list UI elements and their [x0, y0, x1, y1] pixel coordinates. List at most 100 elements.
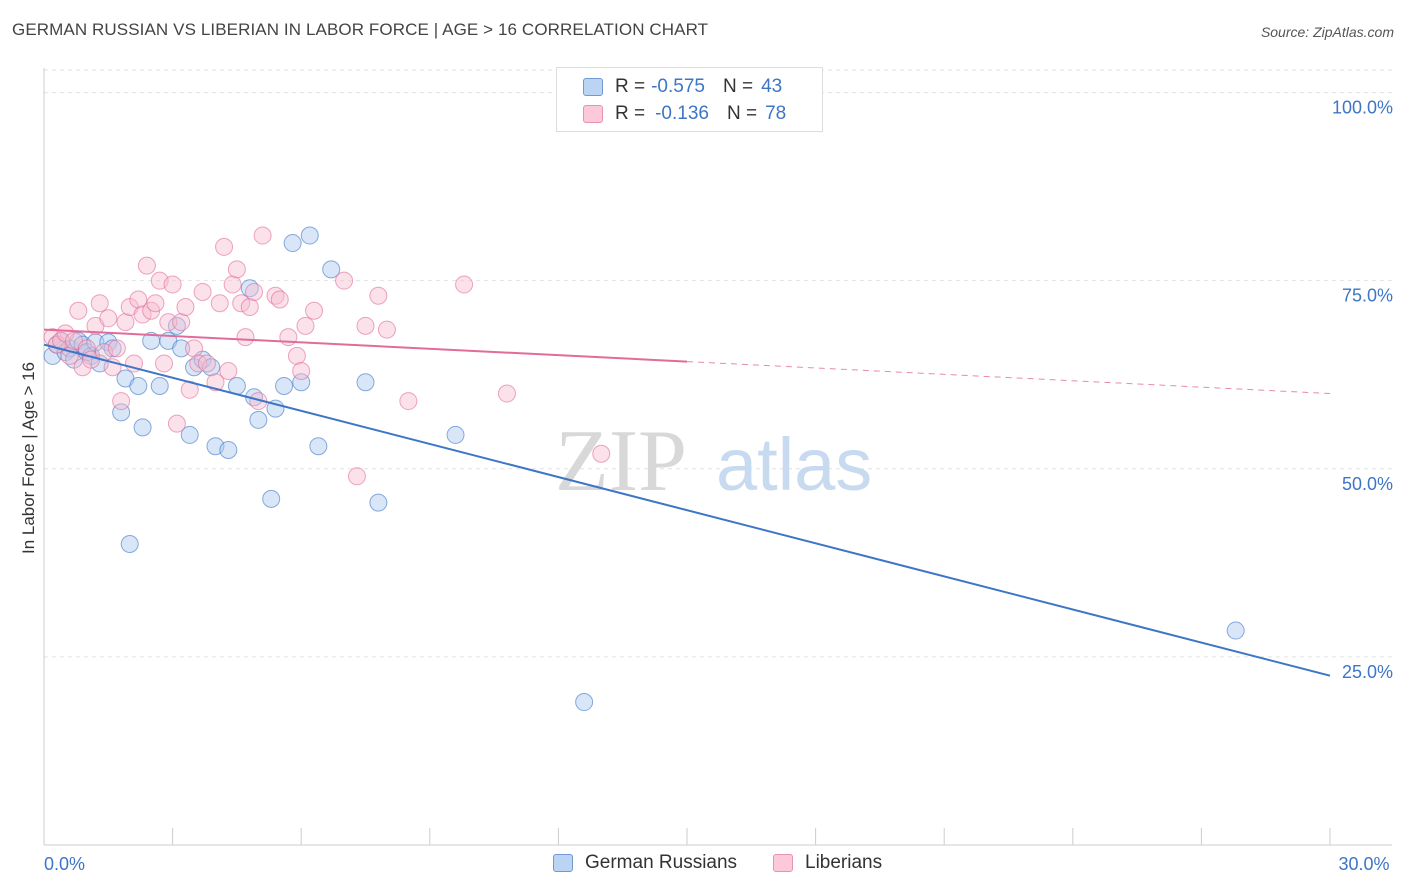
- point-liberian: [296, 316, 315, 335]
- point-liberian: [215, 237, 234, 256]
- point-liberian: [197, 354, 216, 373]
- point-liberian: [116, 313, 135, 332]
- point-liberian: [129, 290, 148, 309]
- point-german-russian: [172, 339, 191, 358]
- point-liberian: [69, 301, 88, 320]
- point-liberian: [356, 316, 375, 335]
- legend-n-label: N =: [726, 103, 758, 124]
- point-german-russian: [133, 418, 152, 437]
- y-axis-label: In Labor Force | Age > 16: [19, 362, 38, 554]
- trend-line-liberian: [43, 328, 688, 363]
- point-liberian: [172, 313, 191, 332]
- series-label-german: German Russians: [585, 852, 738, 873]
- point-liberian: [219, 361, 238, 380]
- point-liberian: [206, 373, 225, 392]
- point-liberian: [223, 275, 242, 294]
- point-german-russian: [1226, 621, 1245, 640]
- point-liberian: [236, 328, 255, 347]
- point-liberian: [287, 346, 306, 365]
- point-german-russian: [103, 339, 122, 358]
- point-liberian: [232, 294, 251, 313]
- correlation-legend: R = -0.575 N = 43 R = -0.136 N = 78: [556, 67, 823, 132]
- point-german-russian: [309, 437, 328, 456]
- point-german-russian: [150, 377, 169, 396]
- point-liberian: [305, 301, 324, 320]
- points-layer: [43, 226, 1245, 712]
- trend-line-german-russian: [43, 343, 1331, 677]
- legend-row-german: R = -0.575 N = 43: [583, 75, 782, 99]
- point-german-russian: [249, 410, 268, 429]
- watermark-zip: ZIP: [555, 413, 687, 510]
- legend-r-label: R =: [615, 103, 646, 124]
- legend-r-liberian: -0.136: [655, 103, 709, 124]
- point-german-russian: [283, 234, 302, 253]
- point-german-russian: [322, 260, 341, 279]
- legend-n-liberian: 78: [765, 103, 787, 124]
- point-liberian: [107, 339, 126, 358]
- point-german-russian: [219, 440, 238, 459]
- series-legend-german: German Russians: [553, 852, 737, 874]
- chart-title: GERMAN RUSSIAN VS LIBERIAN IN LABOR FORC…: [12, 20, 709, 39]
- series-swatch-german: [553, 854, 573, 872]
- point-liberian: [210, 294, 229, 313]
- point-liberian: [377, 320, 396, 339]
- legend-n-label: N =: [722, 76, 754, 97]
- point-liberian: [369, 286, 388, 305]
- y-tick-label: 75.0%: [1342, 286, 1393, 306]
- point-liberian: [245, 282, 264, 301]
- legend-row-liberian: R = -0.136 N = 78: [583, 102, 786, 126]
- point-liberian: [497, 384, 516, 403]
- point-liberian: [77, 339, 96, 358]
- axes-layer: [43, 68, 1392, 846]
- legend-swatch-liberian: [583, 105, 603, 123]
- point-liberian: [159, 313, 178, 332]
- point-liberian: [253, 226, 272, 245]
- point-liberian: [112, 392, 131, 411]
- y-tick-label: 50.0%: [1342, 474, 1393, 494]
- x-tick-label: 30.0%: [1338, 854, 1389, 874]
- y-tick-label: 25.0%: [1342, 662, 1393, 682]
- point-liberian: [227, 260, 246, 279]
- point-german-russian: [369, 493, 388, 512]
- point-german-russian: [300, 226, 319, 245]
- legend-n-german: 43: [761, 76, 783, 97]
- point-liberian: [592, 444, 611, 463]
- point-liberian: [347, 467, 366, 486]
- point-german-russian: [446, 425, 465, 444]
- point-liberian: [146, 294, 165, 313]
- series-legend-liberian: Liberians: [773, 852, 882, 874]
- legend-r-german: -0.575: [651, 76, 705, 97]
- point-german-russian: [180, 425, 199, 444]
- point-liberian: [99, 309, 118, 328]
- source-label: Source: ZipAtlas.com: [1260, 24, 1394, 40]
- point-liberian: [455, 275, 474, 294]
- grid-layer: [44, 69, 1392, 658]
- point-liberian: [133, 305, 152, 324]
- series-label-liberian: Liberians: [805, 852, 883, 873]
- point-liberian: [185, 339, 204, 358]
- point-liberian: [279, 328, 298, 347]
- point-german-russian: [275, 377, 294, 396]
- point-german-russian: [575, 693, 594, 712]
- point-german-russian: [262, 489, 281, 508]
- point-liberian: [292, 361, 311, 380]
- trend-layer: [43, 328, 1331, 677]
- watermark-atlas: atlas: [716, 423, 872, 506]
- point-liberian: [335, 271, 354, 290]
- point-liberian: [270, 290, 289, 309]
- point-german-russian: [129, 377, 148, 396]
- labels-layer: 25.0% 50.0% 75.0% 100.0% 0.0% 30.0% In Labor F…: [19, 98, 1393, 874]
- series-swatch-liberian: [773, 854, 793, 872]
- y-tick-label: 100.0%: [1332, 98, 1393, 118]
- point-liberian: [137, 256, 156, 275]
- point-liberian: [399, 392, 418, 411]
- point-liberian: [163, 275, 182, 294]
- trend-line-liberian-extension: [686, 361, 1331, 395]
- x-tick-label: 0.0%: [44, 854, 85, 874]
- point-german-russian: [120, 535, 139, 554]
- point-liberian: [193, 282, 212, 301]
- point-liberian: [90, 294, 109, 313]
- legend-swatch-german: [583, 78, 603, 96]
- legend-r-label: R =: [615, 76, 646, 97]
